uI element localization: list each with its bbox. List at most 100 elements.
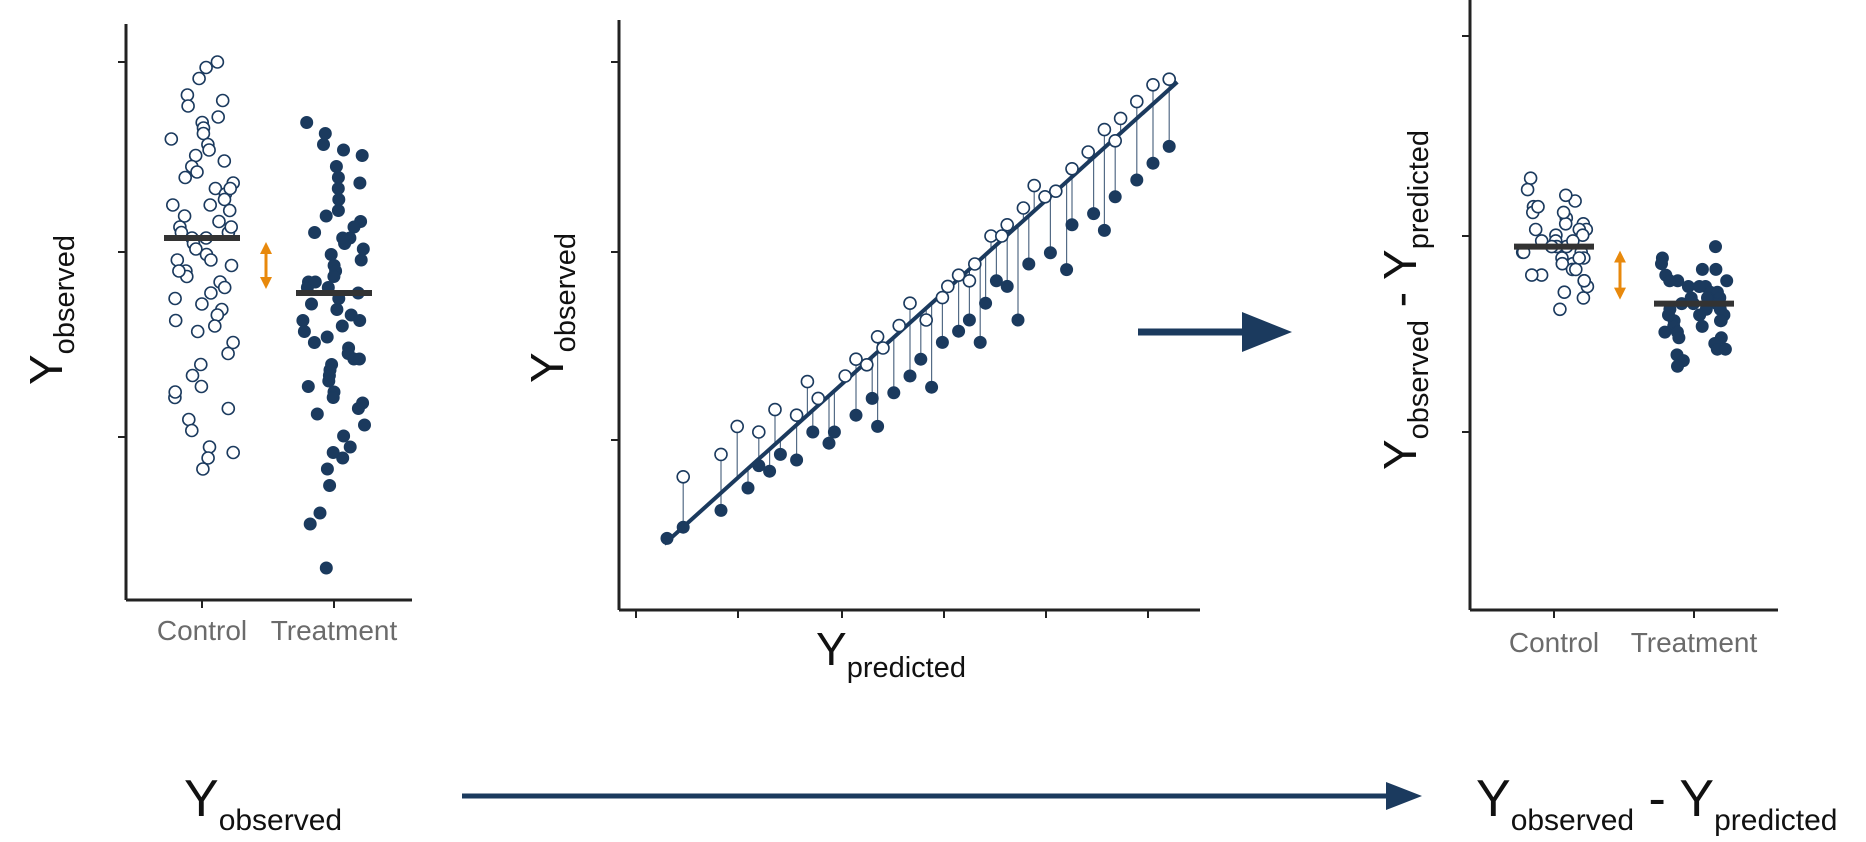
control-point xyxy=(170,253,185,267)
control-point xyxy=(1081,145,1095,159)
bottom-arrow-head xyxy=(1386,782,1422,810)
control-point xyxy=(223,181,237,196)
control-point xyxy=(1576,291,1591,305)
panel-regression-fit-line xyxy=(662,80,1179,546)
panel-regression-points xyxy=(660,72,1176,545)
minus-sign: - xyxy=(1374,280,1426,320)
control-point xyxy=(811,391,826,406)
y-sub: observed xyxy=(219,804,342,837)
treatment-point xyxy=(351,402,365,415)
y-main: Y xyxy=(184,770,219,828)
treatment-point xyxy=(1714,314,1728,328)
treatment-point xyxy=(343,440,357,454)
treatment-point xyxy=(973,335,987,349)
y-main: Y xyxy=(20,354,72,385)
control-point xyxy=(202,143,216,157)
treatment-point xyxy=(300,116,314,129)
transition-arrow xyxy=(1138,312,1292,352)
control-point xyxy=(1528,222,1543,237)
control-point xyxy=(196,126,211,141)
control-point xyxy=(751,425,766,439)
treatment-point xyxy=(1130,173,1144,187)
control-point xyxy=(190,324,205,339)
treatment-point xyxy=(352,352,366,366)
control-point xyxy=(210,55,225,69)
treatment-point xyxy=(354,253,368,267)
panel-residual-x-tick-label-treatment: Treatment xyxy=(1631,627,1758,658)
treatment-point xyxy=(935,335,949,349)
control-point xyxy=(1553,302,1567,317)
panel-observed-x-tick-label-control: Control xyxy=(157,615,247,646)
panel-observed-x-tick-label-treatment: Treatment xyxy=(271,615,398,646)
treatment-point xyxy=(1681,280,1695,293)
treatment-point xyxy=(296,314,310,327)
control-point xyxy=(196,462,210,476)
control-point xyxy=(172,264,186,278)
control-point xyxy=(1146,78,1160,92)
y-main: Y xyxy=(1374,249,1426,280)
y-sub: predicted xyxy=(847,652,966,684)
control-point xyxy=(188,148,203,163)
treatment-point xyxy=(1695,262,1709,276)
control-point xyxy=(211,110,225,124)
panel-observed-y-axis-label: Yobserved xyxy=(20,235,81,385)
control-point xyxy=(1113,111,1128,126)
control-point xyxy=(876,341,890,355)
treatment-point xyxy=(303,517,317,531)
treatment-point xyxy=(353,314,367,327)
panel-regression-x-axis-label-text: Ypredicted xyxy=(816,623,966,684)
treatment-point xyxy=(347,220,361,234)
y-sub: observed xyxy=(1511,804,1634,837)
treatment-point xyxy=(1000,279,1014,293)
treatment-point xyxy=(827,425,841,439)
treatment-point xyxy=(331,204,345,217)
control-point xyxy=(849,352,863,367)
control-point xyxy=(1065,162,1079,176)
control-point xyxy=(951,268,966,283)
control-point xyxy=(221,346,235,361)
panel-residual-x-tick-label-control: Control xyxy=(1509,627,1599,658)
treatment-point xyxy=(773,447,787,461)
control-point xyxy=(935,290,950,305)
control-point xyxy=(1049,184,1063,198)
panel-residual-y-axis-label: Yobserved - Ypredicted xyxy=(1374,130,1435,470)
control-point xyxy=(195,297,209,311)
control-point xyxy=(1559,188,1573,203)
panel-regression: Ypredicted Yobserved xyxy=(521,20,1200,684)
transition-arrow-head xyxy=(1242,312,1292,352)
y-main: Y xyxy=(1374,439,1426,470)
treatment-point xyxy=(714,503,728,517)
y-sub: predicted xyxy=(1714,804,1837,837)
control-point xyxy=(1027,178,1041,193)
treatment-point xyxy=(319,209,333,223)
panel-regression-x-axis-label: Ypredicted xyxy=(816,623,966,684)
control-point xyxy=(1525,268,1539,282)
bottom-left-label: Yobserved xyxy=(184,770,342,837)
y-sub: predicted xyxy=(1403,130,1435,249)
control-point xyxy=(224,258,239,273)
treatment-point xyxy=(871,419,885,433)
control-point xyxy=(192,71,206,86)
treatment-point xyxy=(318,127,332,140)
treatment-point xyxy=(1718,342,1732,356)
treatment-point xyxy=(313,506,327,520)
control-point xyxy=(1016,201,1031,215)
control-point xyxy=(800,374,815,389)
control-point xyxy=(714,447,728,462)
control-point xyxy=(838,369,853,383)
treatment-point xyxy=(319,561,333,575)
treatment-point xyxy=(790,453,804,467)
control-point xyxy=(203,198,217,212)
treatment-point xyxy=(324,248,338,261)
treatment-point xyxy=(1060,263,1074,277)
control-point xyxy=(1000,218,1015,232)
treatment-point xyxy=(1146,156,1160,170)
y-sub: observed xyxy=(49,235,81,354)
control-point xyxy=(194,379,209,394)
control-point xyxy=(1130,94,1144,109)
treatment-point xyxy=(979,296,993,310)
panel-observed: Control Treatment Yobserved xyxy=(20,24,412,646)
treatment-point xyxy=(660,531,674,545)
control-point xyxy=(226,335,240,350)
control-point xyxy=(940,279,955,294)
